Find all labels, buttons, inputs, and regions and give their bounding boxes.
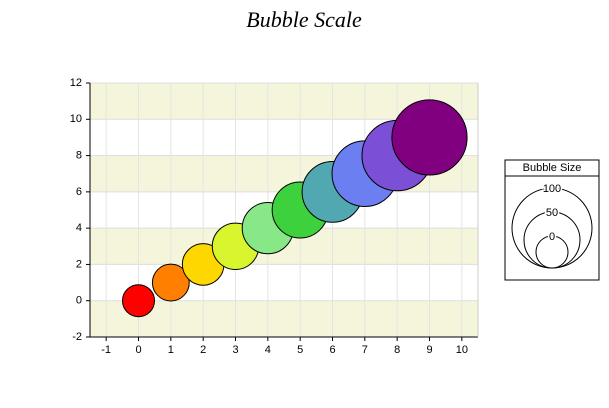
x-tick-label: 0 — [135, 344, 141, 356]
chart-title: Bubble Scale — [246, 7, 362, 32]
y-tick-label: -2 — [72, 331, 82, 343]
y-tick-label: 6 — [76, 186, 82, 198]
x-tick-label: 5 — [297, 344, 303, 356]
bubble — [151, 263, 190, 302]
x-tick-label: 4 — [265, 344, 271, 356]
legend-label: 100 — [543, 183, 561, 195]
x-tick-label: -1 — [101, 344, 111, 356]
y-tick-label: 4 — [76, 222, 82, 234]
x-tick-label: 9 — [426, 344, 432, 356]
legend-bubble — [535, 235, 569, 269]
x-tick-label: 7 — [362, 344, 368, 356]
x-tick-label: 1 — [168, 344, 174, 356]
y-tick-label: 0 — [76, 295, 82, 307]
bubble — [391, 99, 468, 176]
legend-title: Bubble Size — [523, 162, 582, 174]
y-tick-label: 8 — [76, 149, 82, 161]
legend-label: 50 — [546, 207, 558, 219]
y-tick-label: 10 — [70, 113, 82, 125]
band — [90, 300, 478, 337]
x-tick-label: 10 — [456, 344, 468, 356]
x-tick-label: 2 — [200, 344, 206, 356]
y-tick-label: 12 — [70, 77, 82, 89]
x-tick-label: 8 — [394, 344, 400, 356]
y-tick-label: 2 — [76, 258, 82, 270]
x-tick-label: 3 — [232, 344, 238, 356]
bubble — [122, 284, 155, 318]
x-tick-label: 6 — [329, 344, 335, 356]
legend-label: 0 — [549, 231, 555, 243]
